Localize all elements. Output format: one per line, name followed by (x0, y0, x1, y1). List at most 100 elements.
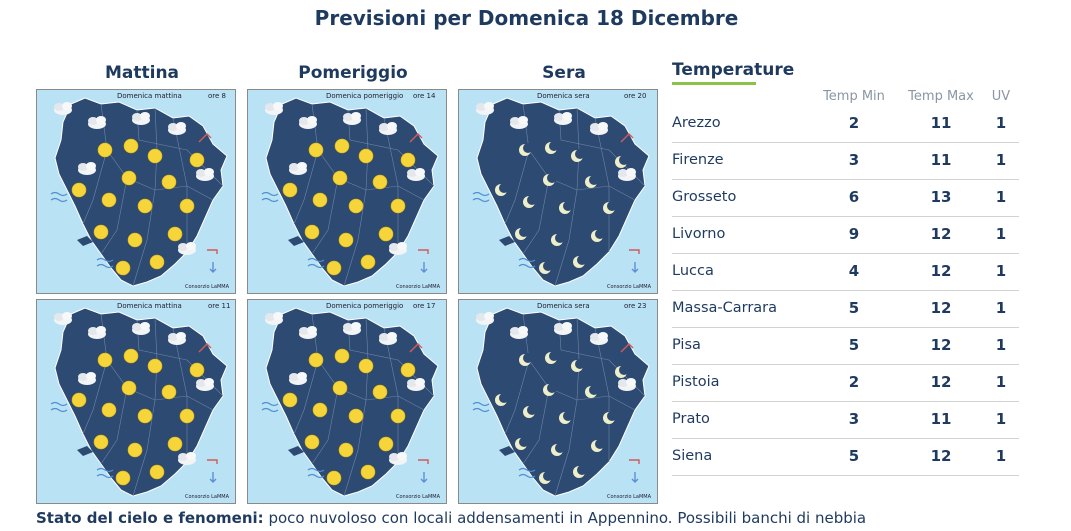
sun-icon (390, 408, 406, 424)
sun-icon (137, 408, 153, 424)
sun-icon (167, 436, 183, 452)
wind-arrow-icon (418, 459, 429, 464)
uv-value: 1 (995, 299, 1007, 317)
forecast-map: Domenica pomeriggio ore 14 Consorzio LaM… (247, 89, 447, 294)
uv-value: 1 (995, 262, 1007, 280)
wind-arrow-icon (409, 133, 423, 143)
sea-wave-icon (50, 191, 68, 203)
temperature-down-icon (420, 472, 428, 483)
sun-icon (338, 442, 354, 458)
sea-wave-icon (261, 401, 279, 413)
sun-icon (334, 138, 350, 154)
moon-icon (523, 405, 537, 418)
moon-icon (539, 471, 553, 484)
sun-icon (115, 260, 131, 276)
moon-icon (545, 141, 559, 154)
sun-icon (137, 198, 153, 214)
wind-arrow-icon (207, 459, 218, 464)
temperature-row: Firenze 3 11 1 (672, 143, 1019, 180)
moon-icon (515, 437, 529, 450)
cloud-icon (618, 168, 636, 181)
cloud-icon (510, 326, 528, 339)
map-label: Domenica pomeriggio (326, 92, 404, 100)
sun-icon (93, 434, 109, 450)
cloud-icon (54, 102, 72, 115)
map-credit: Consorzio LaMMA (607, 494, 651, 500)
city-name: Lucca (672, 263, 714, 279)
city-name: Siena (672, 448, 713, 464)
sun-icon (147, 358, 163, 374)
sun-icon (123, 348, 139, 364)
column-heading-sera: Sera (542, 63, 586, 83)
sun-icon (179, 198, 195, 214)
cloud-icon (88, 116, 106, 129)
sun-icon (147, 148, 163, 164)
sun-icon (312, 192, 328, 208)
cloud-icon (132, 112, 150, 125)
wind-arrow-icon (418, 249, 429, 254)
sun-icon (304, 434, 320, 450)
uv-value: 1 (995, 410, 1007, 428)
moon-icon (573, 255, 587, 268)
sun-icon (348, 198, 364, 214)
moon-icon (551, 233, 565, 246)
sun-icon (400, 152, 416, 168)
sea-wave-icon (307, 257, 325, 269)
map-label: Domenica pomeriggio (326, 302, 404, 310)
moon-icon (591, 439, 605, 452)
column-heading-mattina: Mattina (104, 63, 180, 83)
sun-icon (282, 392, 298, 408)
map-time: ore 11 (208, 302, 231, 310)
moon-icon (495, 393, 509, 406)
sun-icon (378, 436, 394, 452)
moon-icon (515, 227, 529, 240)
uv-value: 1 (995, 373, 1007, 391)
temperature-row: Siena 5 12 1 (672, 439, 1019, 476)
moon-icon (523, 195, 537, 208)
sea-wave-icon (307, 467, 325, 479)
temperature-row: Grosseto 6 13 1 (672, 180, 1019, 217)
map-label: Domenica sera (537, 92, 590, 100)
sun-icon (358, 148, 374, 164)
sun-icon (149, 254, 165, 270)
sky-conditions-text: Stato del cielo e fenomeni: poco nuvolos… (36, 509, 866, 527)
sun-icon (127, 442, 143, 458)
temperature-down-icon (209, 472, 217, 483)
temperature-row: Livorno 9 12 1 (672, 217, 1019, 254)
cloud-icon (590, 332, 608, 345)
sky-conditions-label: Stato del cielo e fenomeni: (36, 509, 264, 527)
cloud-icon (178, 452, 196, 465)
wind-arrow-icon (198, 133, 212, 143)
forecast-map: Domenica sera ore 23 Consorzio LaMMA (458, 299, 658, 504)
sun-icon (127, 232, 143, 248)
cloud-icon (389, 242, 407, 255)
moon-icon (519, 143, 533, 156)
sea-wave-icon (472, 401, 490, 413)
sun-icon (360, 254, 376, 270)
temp-max-value: 11 (930, 114, 952, 132)
cloud-icon (299, 326, 317, 339)
temp-max-value: 12 (930, 336, 952, 354)
temperature-row: Prato 3 11 1 (672, 402, 1019, 439)
uv-value: 1 (995, 114, 1007, 132)
sky-conditions-description: poco nuvoloso con locali addensamenti in… (268, 509, 867, 527)
sun-icon (348, 408, 364, 424)
cloud-icon (554, 112, 572, 125)
temp-max-value: 11 (930, 151, 952, 169)
cloud-icon (407, 378, 425, 391)
sun-icon (304, 224, 320, 240)
temp-max-value: 12 (930, 262, 952, 280)
wind-arrow-icon (620, 133, 634, 143)
cloud-icon (407, 168, 425, 181)
temp-max-value: 12 (930, 373, 952, 391)
city-name: Firenze (672, 152, 724, 168)
cloud-icon (379, 332, 397, 345)
sun-icon (161, 174, 177, 190)
city-name: Arezzo (672, 115, 721, 131)
cloud-icon (289, 372, 307, 385)
sun-icon (326, 470, 342, 486)
temp-min-value: 3 (848, 410, 860, 428)
elba-island (499, 236, 515, 246)
sun-icon (149, 464, 165, 480)
moon-icon (603, 411, 617, 424)
